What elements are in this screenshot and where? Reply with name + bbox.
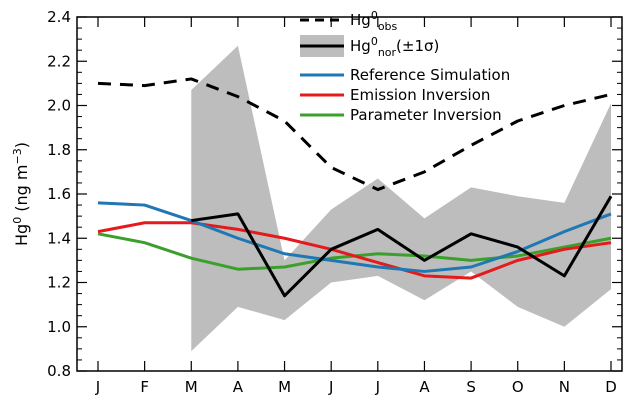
x-tick-label: A [419,378,430,396]
x-tick-label: J [328,378,333,396]
x-tick-label: M [185,378,198,396]
x-tick-label: J [375,378,380,396]
x-tick-label: N [559,378,570,396]
y-axis-title: Hg0 (ng m−3) [11,142,32,246]
series-emission-line [97,221,612,280]
y-tick-label: 2.2 [47,52,71,70]
x-tick-label: O [512,378,524,396]
legend: Hg0obs Hg0nor(±1σ) Reference Simulation … [300,9,510,124]
legend-label-nor: Hg0nor(±1σ) [350,35,439,59]
series-reference-line [97,201,612,273]
y-tick-label: 2.0 [47,97,71,115]
series-layer [97,77,613,298]
y-tick-label: 1.4 [47,229,71,247]
x-tick-label: J [95,378,100,396]
x-tick-label: A [233,378,244,396]
y-tick-label: 1.8 [47,141,71,159]
x-tick-label: F [140,378,149,396]
y-axis: 0.8 1.0 1.2 1.4 1.6 1.8 2.0 2.2 2.4 [47,8,622,380]
legend-label-obs: Hg0obs [350,9,398,33]
x-tick-label: D [605,378,617,396]
x-tick-label: M [278,378,291,396]
y-tick-label: 2.4 [47,8,71,26]
series-nor-line [191,195,613,298]
y-tick-label: 0.8 [47,362,71,380]
series-obs-line [97,77,612,192]
y-tick-label: 1.6 [47,185,71,203]
uncertainty-band [191,45,612,352]
legend-label-ref: Reference Simulation [350,66,510,84]
y-tick-label: 1.0 [47,318,71,336]
y-tick-label: 1.2 [47,274,71,292]
band-layer [191,45,612,352]
legend-label-emis: Emission Inversion [350,86,490,104]
x-tick-label: S [466,378,476,396]
legend-label-param: Parameter Inversion [350,106,502,124]
